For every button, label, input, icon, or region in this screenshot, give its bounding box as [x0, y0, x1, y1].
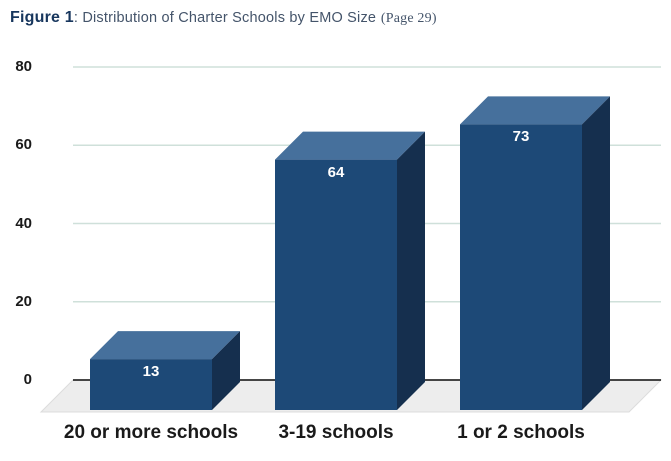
figure-title: Figure 1: Distribution of Charter School… — [10, 9, 437, 27]
figure-title-text: Distribution of Charter Schools by EMO S… — [82, 10, 377, 26]
y-axis-tick-label: 80 — [15, 58, 32, 75]
bar-front-face — [90, 359, 212, 410]
figure-label: Figure 1 — [10, 9, 74, 26]
bar-top-face — [460, 96, 610, 125]
category-label: 1 or 2 schools — [457, 422, 585, 443]
category-label: 3-19 schools — [278, 422, 394, 443]
bar-value-label: 13 — [142, 363, 160, 381]
bar-side-face — [397, 131, 425, 410]
bar-top-face — [90, 331, 240, 360]
y-axis-tick-label: 60 — [15, 136, 32, 154]
y-axis-tick-label: 20 — [15, 292, 32, 310]
bar-side-face — [212, 331, 240, 410]
bar-top-face — [275, 131, 425, 160]
category-label: 20 or more schools — [63, 422, 239, 443]
bar-value-label: 73 — [512, 128, 530, 146]
y-axis-tick-label: 0 — [23, 371, 32, 388]
bar-front-face — [460, 124, 582, 410]
y-axis-tick-label: 40 — [15, 214, 32, 232]
bar-front-face — [275, 159, 397, 410]
bar-side-face — [582, 96, 610, 410]
bar-value-label: 64 — [327, 163, 345, 181]
figure-page-ref: (Page 29) — [380, 11, 437, 26]
figure-title-separator: : — [73, 10, 83, 26]
